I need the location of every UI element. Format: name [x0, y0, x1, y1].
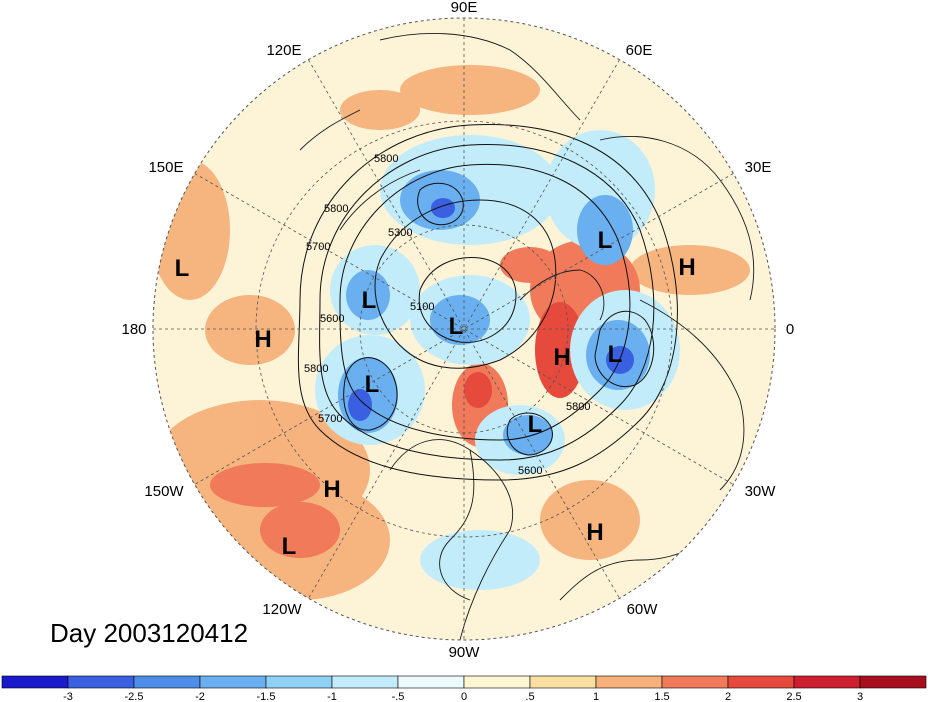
colorbar-box	[595, 675, 663, 689]
pressure-system-markers: L L L L L L L L H H H H H	[175, 227, 696, 560]
lon-label-180: 180	[121, 321, 146, 338]
lon-label-30e: 30E	[745, 159, 772, 176]
contour-label: 5300	[388, 227, 412, 239]
high-pressure-marker: H	[678, 254, 695, 281]
contour-label: 5700	[306, 241, 330, 253]
contour-label: 5700	[318, 413, 342, 425]
colorbar-box	[133, 675, 201, 689]
high-pressure-marker: H	[323, 476, 340, 503]
colorbar-tick-label: 0	[461, 691, 467, 702]
longitude-labels: 90E 60E 30E 0 30W 60W 90W 120W 150W 180 …	[121, 0, 794, 661]
lon-label-60e: 60E	[626, 42, 653, 59]
lon-label-30w: 30W	[745, 483, 777, 500]
colorbar-tick-label: .5	[525, 691, 534, 702]
colorbar-box	[859, 675, 927, 689]
contour-label: 5100	[410, 301, 434, 313]
lon-label-150w: 150W	[144, 483, 184, 500]
colorbar-tick-label: 3	[857, 691, 863, 702]
low-pressure-marker: L	[362, 287, 377, 314]
contour-label: 5800	[304, 363, 328, 375]
colorbar-boxes	[1, 675, 927, 689]
contour-label: 5800	[566, 401, 590, 413]
colorbar-box	[793, 675, 861, 689]
contour-label: 5800	[374, 153, 398, 165]
lon-label-120w: 120W	[262, 601, 302, 618]
low-pressure-marker: L	[365, 371, 380, 398]
map-boundary	[152, 17, 776, 641]
colorbar-box	[727, 675, 795, 689]
colorbar-box	[463, 675, 531, 689]
colorbar-box	[397, 675, 465, 689]
colorbar-tick-label: -1.5	[257, 691, 276, 702]
high-pressure-marker: H	[586, 519, 603, 546]
latlon-grid	[153, 18, 775, 640]
lon-label-90w: 90W	[449, 644, 481, 661]
colorbar-box	[1, 675, 69, 689]
lon-label-90e: 90E	[451, 0, 478, 16]
colorbar-tick-labels: -3 -2.5 -2 -1.5 -1 -.5 0 .5 1 1.5 2 2.5 3	[63, 691, 863, 702]
lon-label-120e: 120E	[266, 42, 301, 59]
colorbar-box	[67, 675, 135, 689]
colorbar-box	[331, 675, 399, 689]
contour-label: 5800	[324, 203, 348, 215]
contour-labels: 5800 5800 5300 5700 5600 5100 5800 5700 …	[304, 153, 590, 477]
low-pressure-marker: L	[175, 255, 190, 282]
colorbar-box	[199, 675, 267, 689]
low-pressure-marker: L	[598, 227, 613, 254]
low-pressure-marker: L	[282, 533, 297, 560]
lon-label-150e: 150E	[148, 159, 183, 176]
lon-label-0: 0	[786, 321, 794, 338]
high-pressure-marker: H	[553, 344, 570, 371]
colorbar-box	[265, 675, 333, 689]
anomaly-field: 5800 5800 5300 5700 5600 5100 5800 5700 …	[153, 18, 775, 640]
low-pressure-marker: L	[449, 313, 464, 340]
colorbar-tick-label: 2	[725, 691, 731, 702]
high-pressure-marker: H	[254, 326, 271, 353]
low-pressure-marker: L	[608, 341, 623, 368]
colorbar-tick-label: 1.5	[654, 691, 669, 702]
colorbar-tick-label: -2.5	[125, 691, 144, 702]
colorbar-tick-label: 1	[593, 691, 599, 702]
contour-label: 5600	[518, 465, 542, 477]
low-pressure-marker: L	[528, 411, 543, 438]
extreme-positive-anomaly-areas	[464, 302, 585, 408]
colorbar-tick-label: -2	[195, 691, 205, 702]
colorbar-tick-label: 2.5	[786, 691, 801, 702]
height-contours	[297, 123, 678, 481]
colorbar-box	[661, 675, 729, 689]
map-title: Day 2003120412	[50, 618, 249, 648]
colorbar-box	[529, 675, 597, 689]
colorbar-tick-label: -3	[63, 691, 73, 702]
colorbar-tick-label: -.5	[392, 691, 405, 702]
colorbar: -3 -2.5 -2 -1.5 -1 -.5 0 .5 1 1.5 2 2.5 3	[1, 675, 927, 702]
colorbar-tick-label: -1	[327, 691, 337, 702]
lon-label-60w: 60W	[627, 601, 659, 618]
contour-label: 5600	[320, 313, 344, 325]
